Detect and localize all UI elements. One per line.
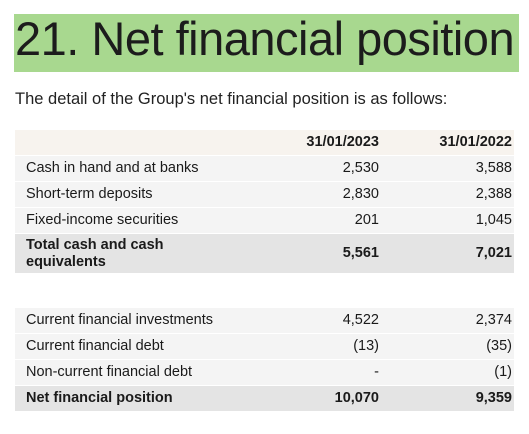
value-2023: - bbox=[374, 364, 379, 380]
value-2023: (13) bbox=[353, 338, 379, 354]
row-label: Current financial debt bbox=[26, 338, 164, 354]
table-row: Fixed-income securities 201 1,045 bbox=[15, 208, 514, 234]
value-2022: 3,588 bbox=[475, 160, 512, 176]
row-label: Total cash and cash equivalents bbox=[26, 237, 164, 270]
cash-table: 31/01/2023 31/01/2022 Cash in hand and a… bbox=[15, 130, 514, 274]
value-2023: 4,522 bbox=[342, 312, 379, 328]
table-row: Cash in hand and at banks 2,530 3,588 bbox=[15, 156, 514, 182]
value-2023: 10,070 bbox=[334, 390, 379, 406]
total-row: Total cash and cash equivalents 5,561 7,… bbox=[15, 234, 514, 274]
table-row: Current financial investments 4,522 2,37… bbox=[15, 308, 514, 334]
value-2023: 2,830 bbox=[342, 186, 379, 202]
row-label: Fixed-income securities bbox=[26, 212, 179, 228]
row-label: Current financial investments bbox=[26, 312, 213, 328]
value-2022: 7,021 bbox=[475, 245, 512, 261]
value-2022: (1) bbox=[494, 364, 512, 380]
value-2023: 201 bbox=[354, 212, 379, 228]
value-2022: (35) bbox=[486, 338, 512, 354]
row-label: Non-current financial debt bbox=[26, 364, 193, 380]
row-label: Short-term deposits bbox=[26, 186, 153, 202]
table-row: Short-term deposits 2,830 2,388 bbox=[15, 182, 514, 208]
value-2022: 2,374 bbox=[475, 312, 512, 328]
table-header-row: 31/01/2023 31/01/2022 bbox=[15, 130, 514, 156]
column-header-2023: 31/01/2023 bbox=[306, 134, 379, 150]
total-row: Net financial position 10,070 9,359 bbox=[15, 386, 514, 412]
value-2022: 2,388 bbox=[475, 186, 512, 202]
net-position-table: Current financial investments 4,522 2,37… bbox=[15, 308, 514, 412]
page-title: 21. Net financial position bbox=[15, 12, 515, 65]
row-label: Cash in hand and at banks bbox=[26, 160, 199, 176]
column-header-2022: 31/01/2022 bbox=[439, 134, 512, 150]
value-2023: 2,530 bbox=[342, 160, 379, 176]
table-row: Current financial debt (13) (35) bbox=[15, 334, 514, 360]
value-2022: 9,359 bbox=[475, 390, 512, 406]
value-2022: 1,045 bbox=[475, 212, 512, 228]
table-row: Non-current financial debt - (1) bbox=[15, 360, 514, 386]
title-band bbox=[14, 14, 519, 72]
row-label: Net financial position bbox=[26, 390, 173, 406]
intro-text: The detail of the Group's net financial … bbox=[15, 90, 448, 108]
value-2023: 5,561 bbox=[342, 245, 379, 261]
